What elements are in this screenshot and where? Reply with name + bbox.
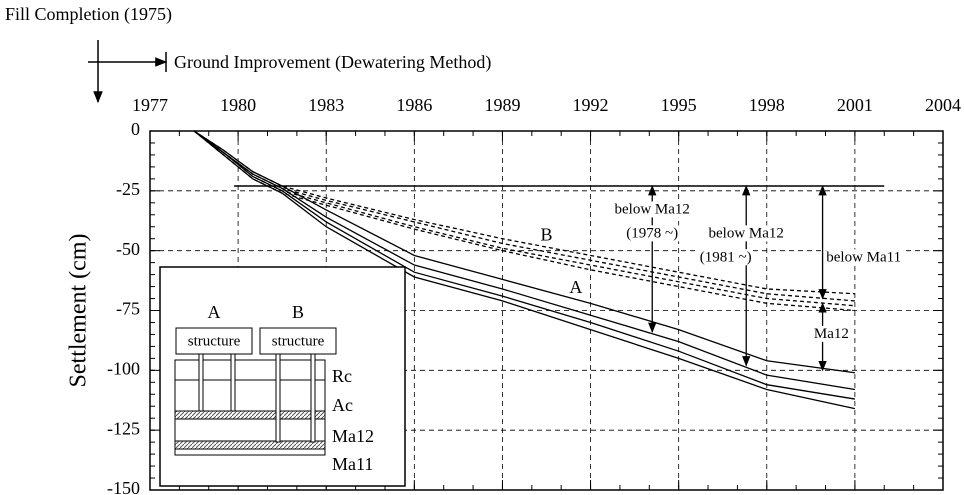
annotation: (1981 ~) bbox=[700, 249, 752, 265]
x-tick-label: 1983 bbox=[308, 95, 344, 115]
inset-label: A bbox=[208, 302, 221, 322]
inset-label: Rc bbox=[332, 366, 352, 386]
y-tick-label: -150 bbox=[107, 478, 140, 495]
annotation: below Ma12 bbox=[615, 201, 690, 217]
inset-label: Ac bbox=[332, 395, 353, 415]
y-tick-label: -125 bbox=[107, 418, 140, 438]
inset-label: structure bbox=[188, 333, 241, 349]
chart: Fill Completion (1975) Ground Improvemen… bbox=[0, 0, 964, 495]
y-tick-label: 0 bbox=[131, 119, 140, 139]
inset-label: B bbox=[292, 302, 304, 322]
x-tick-label: 1992 bbox=[573, 95, 609, 115]
annotation: below Ma12 bbox=[709, 225, 784, 241]
x-tick-label: 1977 bbox=[132, 95, 168, 115]
y-tick-label: -100 bbox=[107, 358, 140, 378]
x-tick-label: 2004 bbox=[925, 95, 961, 115]
y-tick-label: -75 bbox=[116, 299, 140, 319]
x-tick-label: 1998 bbox=[749, 95, 785, 115]
y-tick-label: -25 bbox=[116, 179, 140, 199]
annotation: (1978 ~) bbox=[626, 225, 678, 241]
annotation: B bbox=[540, 224, 552, 244]
y-axis-title: Settlement (cm) bbox=[66, 234, 92, 388]
header-text: Ground Improvement (Dewatering Method) bbox=[174, 52, 491, 73]
annotation: Ma12 bbox=[814, 326, 849, 342]
inset-label: Ma12 bbox=[332, 426, 374, 446]
x-tick-label: 1995 bbox=[661, 95, 697, 115]
inset: A B structure structure Rc Ac Ma12 Ma11 bbox=[160, 267, 405, 486]
y-tick-label: -50 bbox=[116, 239, 140, 259]
inset-label: structure bbox=[272, 333, 325, 349]
x-tick-label: 2001 bbox=[837, 95, 873, 115]
x-tick-label: 1989 bbox=[484, 95, 520, 115]
inset-label: Ma11 bbox=[332, 454, 373, 474]
x-tick-label: 1986 bbox=[396, 95, 432, 115]
header-text: Fill Completion (1975) bbox=[5, 4, 172, 25]
annotation: below Ma11 bbox=[826, 249, 901, 265]
x-tick-label: 1980 bbox=[220, 95, 256, 115]
annotation: A bbox=[569, 277, 582, 297]
